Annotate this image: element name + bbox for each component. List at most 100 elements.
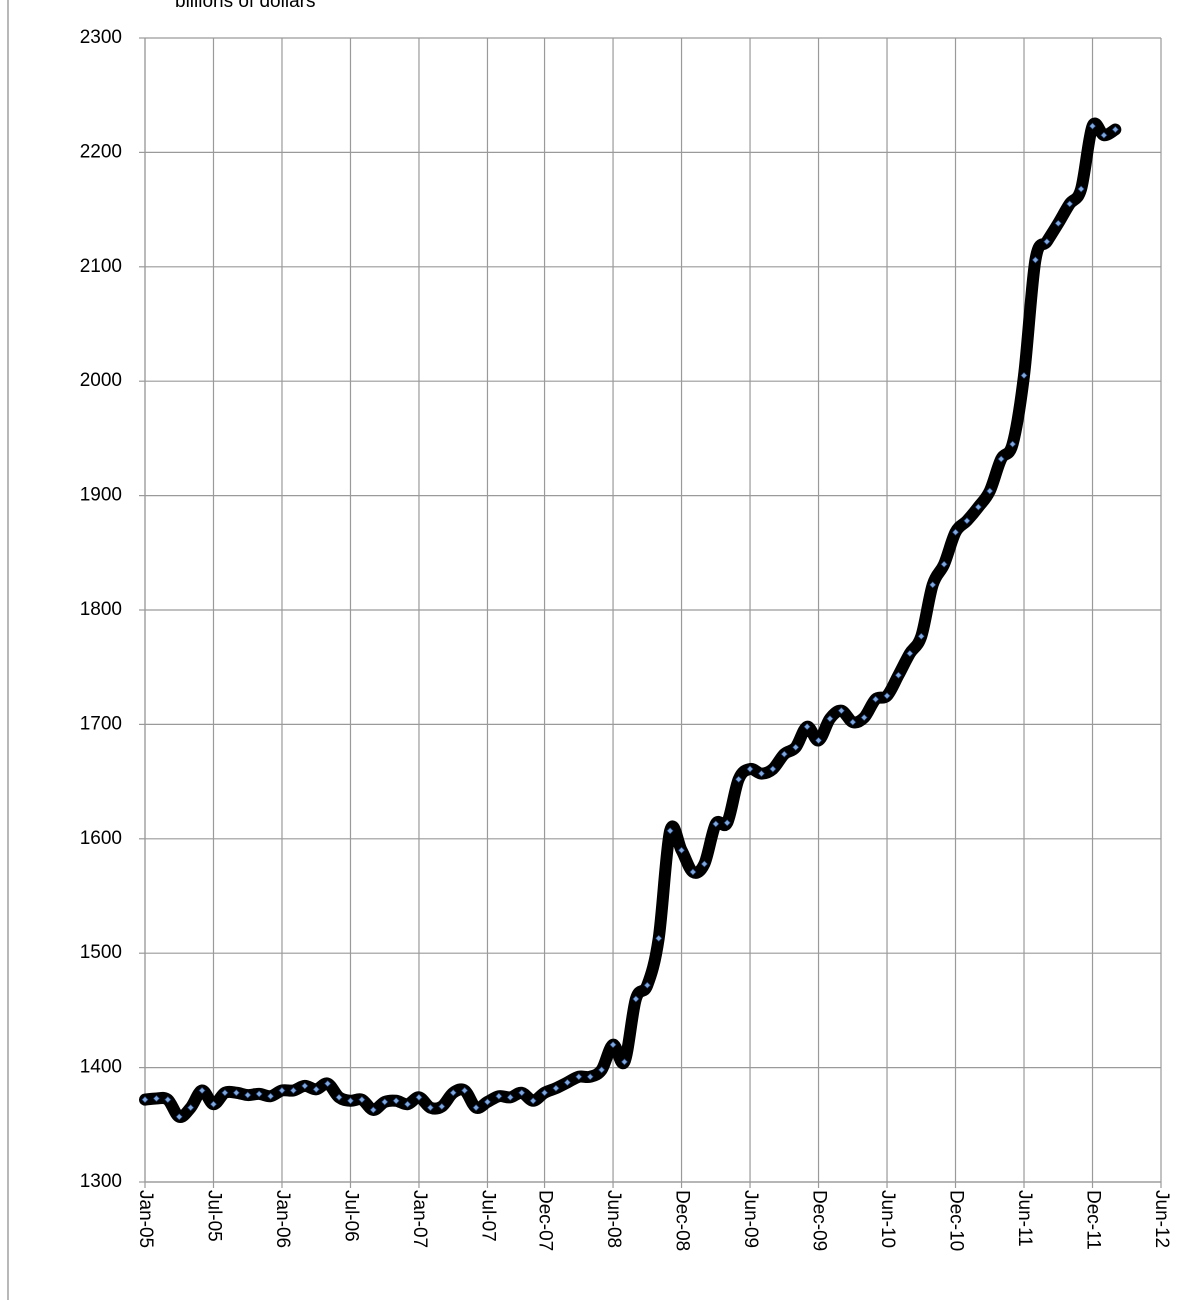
data-marker (1077, 185, 1085, 193)
data-marker (289, 1087, 297, 1094)
data-marker (723, 819, 731, 827)
data-marker (210, 1100, 217, 1108)
y-tick-label: 2200 (80, 141, 122, 162)
data-marker (255, 1090, 263, 1098)
y-tick-label: 1300 (80, 1171, 122, 1192)
data-marker (415, 1093, 423, 1101)
data-marker (826, 715, 834, 723)
data-marker (1089, 122, 1096, 130)
data-marker (369, 1106, 377, 1114)
data-line (139, 117, 1122, 1123)
data-marker (301, 1082, 309, 1090)
y-tick-label: 1700 (80, 713, 122, 734)
data-marker (974, 503, 982, 511)
data-marker (278, 1087, 286, 1094)
data-marker (1020, 372, 1028, 379)
data-marker (541, 1089, 548, 1097)
data-marker (324, 1080, 332, 1088)
data-marker (141, 1096, 149, 1104)
x-tick-label: Jul-05 (203, 1190, 224, 1242)
data-marker (678, 846, 685, 854)
data-marker (997, 455, 1005, 463)
data-marker (198, 1087, 206, 1094)
data-marker (495, 1092, 503, 1100)
x-tick-label: Jul-07 (477, 1190, 498, 1242)
data-marker (426, 1104, 434, 1112)
data-marker (392, 1097, 400, 1105)
data-marker (484, 1098, 491, 1106)
data-marker (347, 1097, 354, 1105)
data-marker (358, 1096, 366, 1104)
data-marker (529, 1097, 537, 1105)
data-marker (609, 1041, 617, 1049)
data-marker (244, 1091, 252, 1099)
data-marker (472, 1104, 480, 1112)
data-marker (598, 1066, 606, 1074)
data-marker (666, 827, 674, 835)
data-marker (746, 765, 754, 773)
data-marker (1032, 256, 1039, 264)
data-marker (381, 1098, 389, 1106)
data-marker (712, 820, 720, 828)
x-tick-label: Jun-11 (1014, 1190, 1035, 1247)
data-marker (940, 560, 948, 568)
x-tick-label: Jan-06 (272, 1190, 293, 1248)
data-marker (1054, 219, 1062, 227)
data-marker (152, 1095, 160, 1102)
data-marker (769, 765, 777, 773)
data-marker (449, 1089, 457, 1097)
data-marker (735, 775, 743, 783)
data-marker (895, 671, 902, 679)
data-marker (632, 995, 640, 1003)
x-tick-label: Jul-06 (340, 1190, 361, 1242)
data-marker (575, 1073, 583, 1081)
data-marker (1009, 440, 1017, 448)
data-marker (952, 528, 959, 536)
data-marker (689, 868, 697, 876)
data-marker (872, 695, 880, 703)
x-tick-label: Jan-07 (409, 1190, 430, 1248)
data-marker (837, 707, 845, 715)
data-marker (1043, 238, 1051, 246)
data-marker (518, 1089, 526, 1097)
x-tick-label: Jun-12 (1151, 1190, 1172, 1248)
data-marker (643, 981, 651, 989)
data-marker (700, 860, 708, 868)
data-marker (917, 632, 925, 640)
y-tick-label: 1600 (80, 828, 122, 849)
data-marker (792, 743, 800, 751)
data-marker (221, 1089, 229, 1097)
x-tick-label: Dec-10 (946, 1190, 967, 1251)
data-marker (335, 1093, 343, 1101)
data-marker (267, 1092, 274, 1100)
data-marker (1066, 200, 1074, 208)
y-tick-label: 1400 (80, 1057, 122, 1078)
y-tick-label: 1800 (80, 599, 122, 620)
data-marker (929, 581, 937, 589)
data-marker (906, 650, 914, 657)
data-marker (506, 1093, 514, 1101)
data-marker (164, 1096, 172, 1104)
y-tick-label: 2100 (80, 256, 122, 277)
x-tick-label: Dec-08 (672, 1190, 693, 1251)
data-marker (461, 1087, 469, 1094)
x-tick-label: Jun-10 (877, 1190, 898, 1248)
x-tick-label: Dec-07 (535, 1190, 556, 1251)
y-tick-label: 2300 (80, 27, 122, 48)
chart-title: billions of dollars (175, 0, 315, 12)
data-marker (232, 1089, 240, 1097)
data-marker (1111, 126, 1119, 133)
data-marker (621, 1058, 628, 1066)
y-tick-label: 1500 (80, 942, 122, 963)
data-marker (438, 1103, 446, 1110)
data-marker (860, 714, 868, 721)
data-marker (187, 1104, 195, 1112)
data-marker (404, 1100, 411, 1108)
data-marker (175, 1113, 183, 1121)
data-marker (586, 1073, 594, 1081)
data-marker (986, 487, 994, 495)
x-tick-label: Dec-09 (809, 1190, 830, 1251)
data-marker (963, 517, 971, 525)
data-marker (1100, 131, 1108, 139)
